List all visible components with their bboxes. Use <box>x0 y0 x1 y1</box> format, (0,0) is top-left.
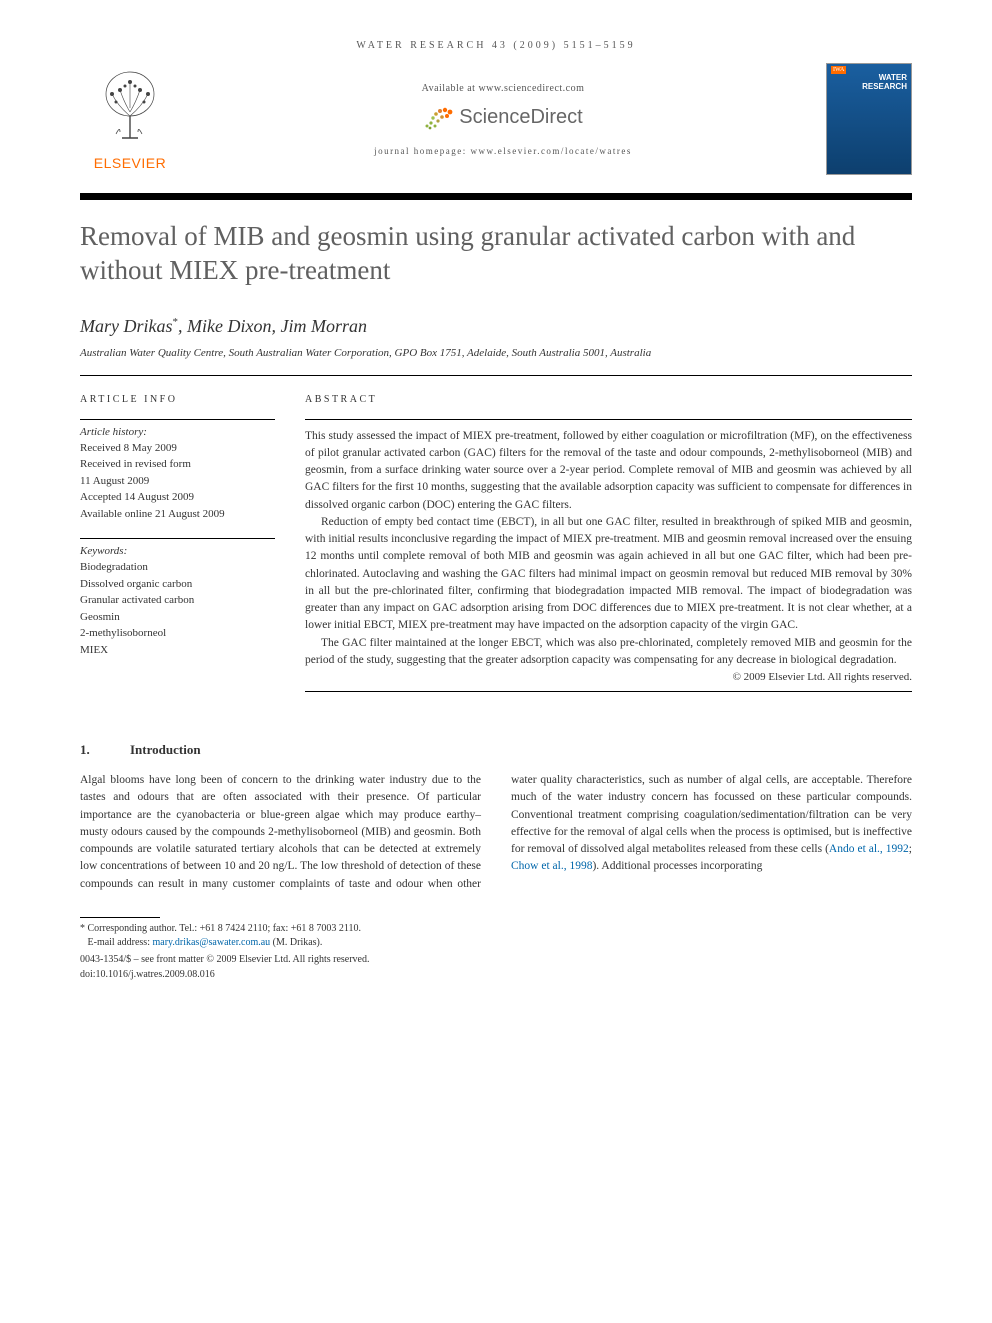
author: Mary Drikas* <box>80 316 178 336</box>
history-received: Received 8 May 2009 <box>80 440 275 457</box>
author: Mike Dixon <box>187 316 271 336</box>
elsevier-logo: ELSEVIER <box>80 68 180 171</box>
available-at-text: Available at www.sciencedirect.com <box>180 83 826 94</box>
introduction-heading: 1.Introduction <box>80 742 912 758</box>
corresponding-author-footnote: * Corresponding author. Tel.: +61 8 7424… <box>80 922 912 950</box>
keywords-block: Keywords: Biodegradation Dissolved organ… <box>80 538 275 658</box>
front-matter-line: 0043-1354/$ – see front matter © 2009 El… <box>80 954 912 965</box>
abstract-bottom-separator <box>305 691 912 692</box>
article-info-column: ARTICLE INFO Article history: Received 8… <box>80 394 275 693</box>
publisher-banner: ELSEVIER Available at www.sciencedirect.… <box>80 63 912 175</box>
cite-separator: ; <box>909 843 912 855</box>
elsevier-tree-icon <box>90 68 170 148</box>
history-revised-2: 11 August 2009 <box>80 473 275 490</box>
introduction-body: Algal blooms have long been of concern t… <box>80 772 912 893</box>
article-history-block: Article history: Received 8 May 2009 Rec… <box>80 419 275 523</box>
history-revised-1: Received in revised form <box>80 456 275 473</box>
abstract-label: ABSTRACT <box>305 394 912 405</box>
abstract-p2: Reduction of empty bed contact time (EBC… <box>305 514 912 635</box>
history-heading: Article history: <box>80 426 275 438</box>
elsevier-wordmark: ELSEVIER <box>80 155 180 171</box>
abstract-body: This study assessed the impact of MIEX p… <box>305 428 912 670</box>
keyword: Geosmin <box>80 609 275 626</box>
journal-cover-badge: IWA <box>831 66 846 74</box>
intro-text-3: ). Additional processes incorporating <box>592 860 762 872</box>
citation-link[interactable]: Ando et al., 1992 <box>829 843 909 855</box>
keywords-heading: Keywords: <box>80 545 275 557</box>
history-online: Available online 21 August 2009 <box>80 506 275 523</box>
article-title: Removal of MIB and geosmin using granula… <box>80 220 912 288</box>
citation-link[interactable]: Chow et al., 1998 <box>511 860 592 872</box>
abstract-copyright: © 2009 Elsevier Ltd. All rights reserved… <box>305 671 912 683</box>
section-title: Introduction <box>130 742 201 757</box>
author: Jim Morran <box>280 316 367 336</box>
sciencedirect-logo: ScienceDirect <box>423 104 582 132</box>
section-number: 1. <box>80 742 130 758</box>
email-link[interactable]: mary.drikas@sawater.com.au <box>152 937 270 948</box>
affiliation: Australian Water Quality Centre, South A… <box>80 347 912 359</box>
journal-cover-title: WATERRESEARCH <box>862 74 907 92</box>
keyword: Granular activated carbon <box>80 592 275 609</box>
keyword: MIEX <box>80 642 275 659</box>
meta-separator-top <box>80 375 912 376</box>
abstract-column: ABSTRACT This study assessed the impact … <box>305 394 912 693</box>
author-list: Mary Drikas*, Mike Dixon, Jim Morran <box>80 316 912 337</box>
introduction-section: 1.Introduction Algal blooms have long be… <box>80 742 912 893</box>
keyword: 2-methylisoborneol <box>80 625 275 642</box>
abstract-p1: This study assessed the impact of MIEX p… <box>305 428 912 514</box>
abstract-p3: The GAC filter maintained at the longer … <box>305 635 912 670</box>
intro-text-1: Algal blooms have long been of concern t… <box>80 774 481 872</box>
keyword: Dissolved organic carbon <box>80 576 275 593</box>
journal-homepage-text: journal homepage: www.elsevier.com/locat… <box>180 146 826 156</box>
journal-reference: WATER RESEARCH 43 (2009) 5151–5159 <box>80 40 912 51</box>
sciencedirect-wordmark: ScienceDirect <box>459 106 582 129</box>
corr-tel: Tel.: +61 8 7424 2110; fax: +61 8 7003 2… <box>179 923 361 934</box>
email-suffix: (M. Drikas). <box>270 937 322 948</box>
doi-line: doi:10.1016/j.watres.2009.08.016 <box>80 969 912 980</box>
journal-cover-thumbnail: IWA WATERRESEARCH <box>826 63 912 175</box>
keyword: Biodegradation <box>80 559 275 576</box>
footnote-separator <box>80 917 160 918</box>
title-separator <box>80 193 912 200</box>
article-info-label: ARTICLE INFO <box>80 394 275 405</box>
sciencedirect-block: Available at www.sciencedirect.com Scien… <box>180 83 826 156</box>
meta-abstract-row: ARTICLE INFO Article history: Received 8… <box>80 394 912 693</box>
history-accepted: Accepted 14 August 2009 <box>80 489 275 506</box>
sciencedirect-swoosh-icon <box>423 104 455 132</box>
abstract-separator <box>305 419 912 420</box>
corr-label: * Corresponding author. <box>80 923 177 934</box>
email-label: E-mail address: <box>88 937 153 948</box>
